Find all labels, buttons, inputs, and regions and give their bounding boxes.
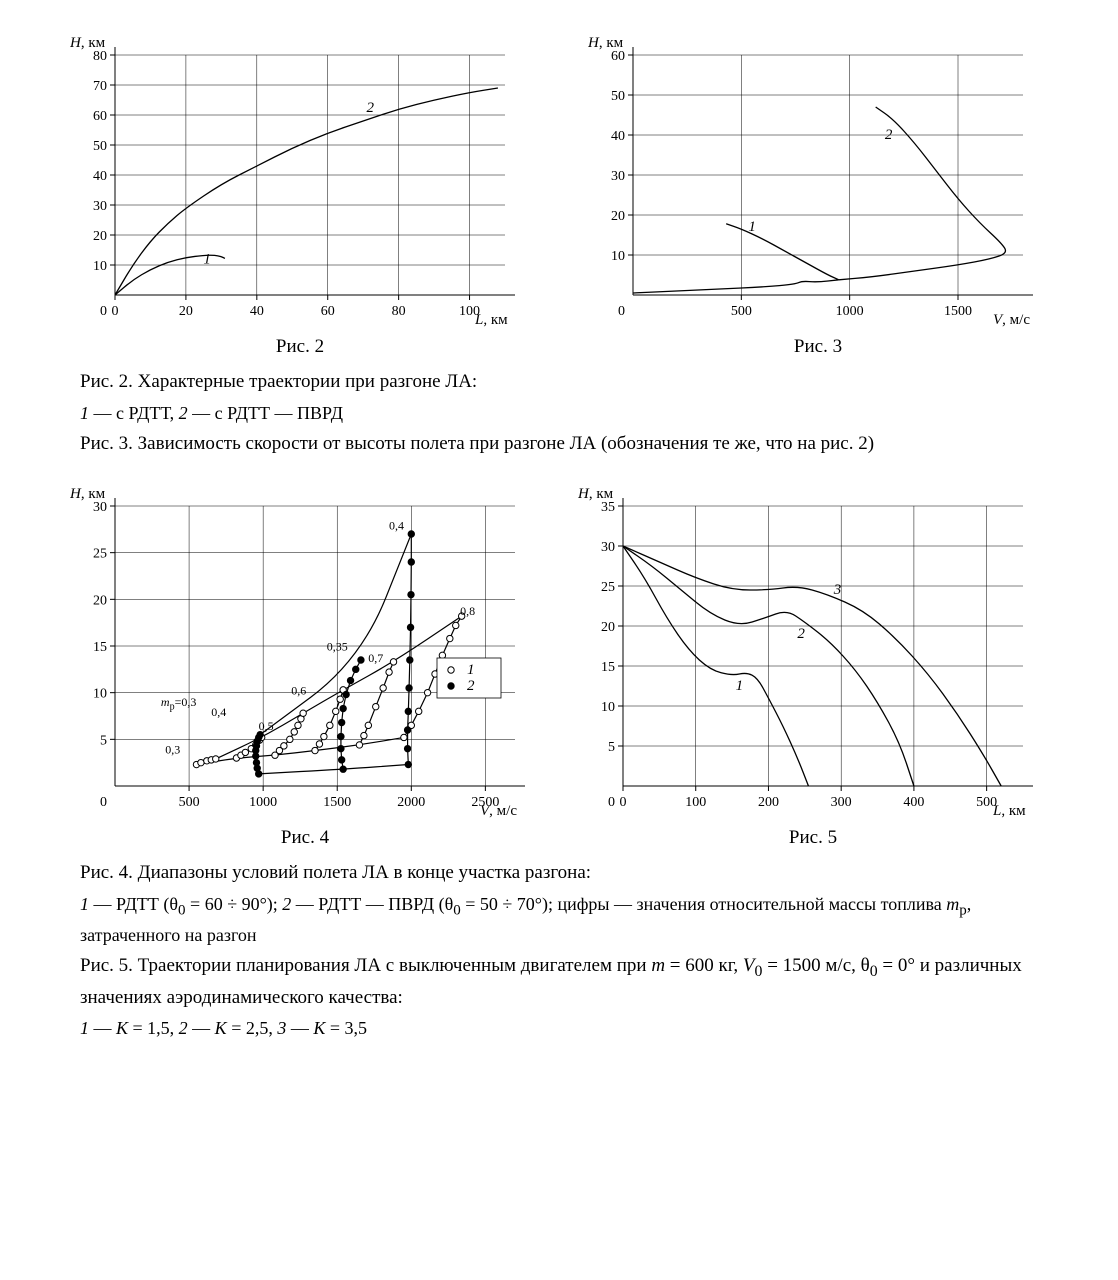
svg-text:0,4: 0,4 xyxy=(389,519,404,533)
svg-text:50: 50 xyxy=(611,89,625,104)
svg-text:100: 100 xyxy=(685,795,706,810)
svg-text:15: 15 xyxy=(93,640,107,655)
svg-text:30: 30 xyxy=(611,169,625,184)
svg-text:80: 80 xyxy=(93,49,107,64)
fig4-chart: H, км5101520253050010001500200025000V, м… xyxy=(60,481,550,821)
svg-text:2: 2 xyxy=(467,678,475,694)
fig3-col: H, км102030405060500100015000V, м/с12 Ри… xyxy=(578,30,1058,358)
row-fig4-fig5: H, км5101520253050010001500200025000V, м… xyxy=(60,481,1058,849)
svg-text:15: 15 xyxy=(601,660,615,675)
svg-text:0,7: 0,7 xyxy=(368,651,383,665)
svg-text:0,3: 0,3 xyxy=(165,743,180,757)
svg-text:20: 20 xyxy=(93,594,107,609)
captions-block-1: Рис. 2. Характерные траектории при разго… xyxy=(60,368,1058,457)
svg-text:1500: 1500 xyxy=(944,304,972,319)
svg-text:0,8: 0,8 xyxy=(460,604,475,618)
svg-text:40: 40 xyxy=(611,129,625,144)
fig2-caption-sub: 1 — с РДТТ, 2 — с РДТТ — ПВРД xyxy=(80,400,1038,426)
svg-text:50: 50 xyxy=(93,139,107,154)
svg-text:60: 60 xyxy=(93,109,107,124)
svg-text:0,35: 0,35 xyxy=(327,640,348,654)
svg-text:1: 1 xyxy=(203,252,211,268)
fig5-col: H, км510152025303501002003004005000L, км… xyxy=(568,481,1058,849)
svg-text:1: 1 xyxy=(467,662,475,678)
svg-text:0,6: 0,6 xyxy=(291,684,306,698)
svg-text:30: 30 xyxy=(601,540,615,555)
svg-text:3: 3 xyxy=(833,582,842,598)
fig4-short-caption: Рис. 4 xyxy=(281,827,329,849)
svg-text:1000: 1000 xyxy=(836,304,864,319)
fig4-caption-sub: 1 — РДТТ (θ0 = 60 ÷ 90°); 2 — РДТТ — ПВР… xyxy=(80,891,1038,948)
svg-text:40: 40 xyxy=(250,304,264,319)
svg-text:300: 300 xyxy=(831,795,852,810)
svg-text:60: 60 xyxy=(611,49,625,64)
fig3-short-caption: Рис. 3 xyxy=(794,336,842,358)
svg-text:0: 0 xyxy=(618,304,625,319)
svg-text:0: 0 xyxy=(100,304,107,319)
svg-text:1: 1 xyxy=(748,219,756,235)
svg-text:5: 5 xyxy=(100,734,107,749)
captions-block-2: Рис. 4. Диапазоны условий полета ЛА в ко… xyxy=(60,859,1058,1041)
fig4-caption-title: Рис. 4. Диапазоны условий полета ЛА в ко… xyxy=(80,859,1038,887)
svg-text:200: 200 xyxy=(758,795,779,810)
svg-text:2: 2 xyxy=(885,127,893,143)
svg-text:30: 30 xyxy=(93,199,107,214)
row-fig2-fig3: H, км10203040506070800204060801000L, км1… xyxy=(60,30,1058,358)
svg-text:10: 10 xyxy=(601,700,615,715)
svg-text:40: 40 xyxy=(93,169,107,184)
fig2-caption-title: Рис. 2. Характерные траектории при разго… xyxy=(80,368,1038,396)
svg-text:70: 70 xyxy=(93,79,107,94)
svg-text:2000: 2000 xyxy=(397,795,425,810)
svg-text:25: 25 xyxy=(601,580,615,595)
svg-text:1500: 1500 xyxy=(323,795,351,810)
fig3-chart: H, км102030405060500100015000V, м/с12 xyxy=(578,30,1058,330)
fig5-caption-title: Рис. 5. Траектории планирования ЛА с вык… xyxy=(80,952,1038,1011)
svg-text:10: 10 xyxy=(93,687,107,702)
svg-text:20: 20 xyxy=(93,229,107,244)
svg-text:0: 0 xyxy=(112,304,119,319)
svg-text:500: 500 xyxy=(179,795,200,810)
svg-text:20: 20 xyxy=(601,620,615,635)
svg-text:500: 500 xyxy=(731,304,752,319)
svg-text:20: 20 xyxy=(179,304,193,319)
svg-text:25: 25 xyxy=(93,547,107,562)
svg-text:400: 400 xyxy=(903,795,924,810)
fig5-caption-sub: 1 — K = 1,5, 2 — K = 2,5, 3 — K = 3,5 xyxy=(80,1015,1038,1041)
svg-text:80: 80 xyxy=(392,304,406,319)
svg-text:2: 2 xyxy=(797,626,805,642)
fig2-col: H, км10203040506070800204060801000L, км1… xyxy=(60,30,540,358)
svg-text:0: 0 xyxy=(608,795,615,810)
fig4-col: H, км5101520253050010001500200025000V, м… xyxy=(60,481,550,849)
svg-text:1: 1 xyxy=(736,678,744,694)
svg-text:5: 5 xyxy=(608,740,615,755)
fig2-chart: H, км10203040506070800204060801000L, км1… xyxy=(60,30,540,330)
fig5-short-caption: Рис. 5 xyxy=(789,827,837,849)
svg-text:1000: 1000 xyxy=(249,795,277,810)
svg-text:0: 0 xyxy=(620,795,627,810)
svg-text:30: 30 xyxy=(93,500,107,515)
svg-text:20: 20 xyxy=(611,209,625,224)
fig3-caption-title: Рис. 3. Зависимость скорости от высоты п… xyxy=(80,430,1038,458)
fig2-short-caption: Рис. 2 xyxy=(276,336,324,358)
svg-text:60: 60 xyxy=(321,304,335,319)
svg-text:2: 2 xyxy=(367,100,375,116)
svg-text:35: 35 xyxy=(601,500,615,515)
svg-text:0,5: 0,5 xyxy=(259,719,274,733)
svg-text:10: 10 xyxy=(611,249,625,264)
svg-text:10: 10 xyxy=(93,259,107,274)
svg-text:0: 0 xyxy=(100,795,107,810)
fig5-chart: H, км510152025303501002003004005000L, км… xyxy=(568,481,1058,821)
